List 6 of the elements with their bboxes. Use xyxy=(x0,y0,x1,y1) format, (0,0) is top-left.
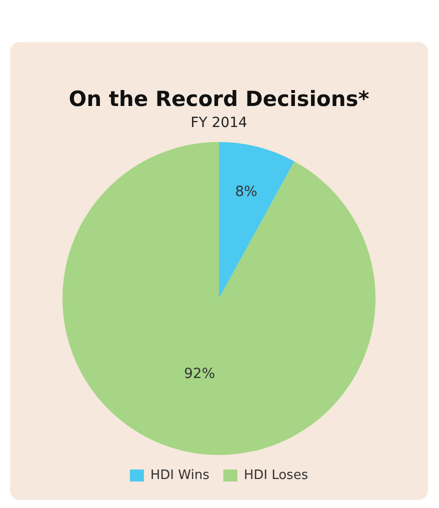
data-label: 8% xyxy=(235,184,258,200)
data-label: 92% xyxy=(184,366,216,382)
chart-title: On the Record Decisions* xyxy=(68,87,370,111)
chart-subtitle: FY 2014 xyxy=(190,115,248,131)
legend-label: HDI Wins xyxy=(150,468,210,483)
legend-label: HDI Loses xyxy=(244,468,308,483)
